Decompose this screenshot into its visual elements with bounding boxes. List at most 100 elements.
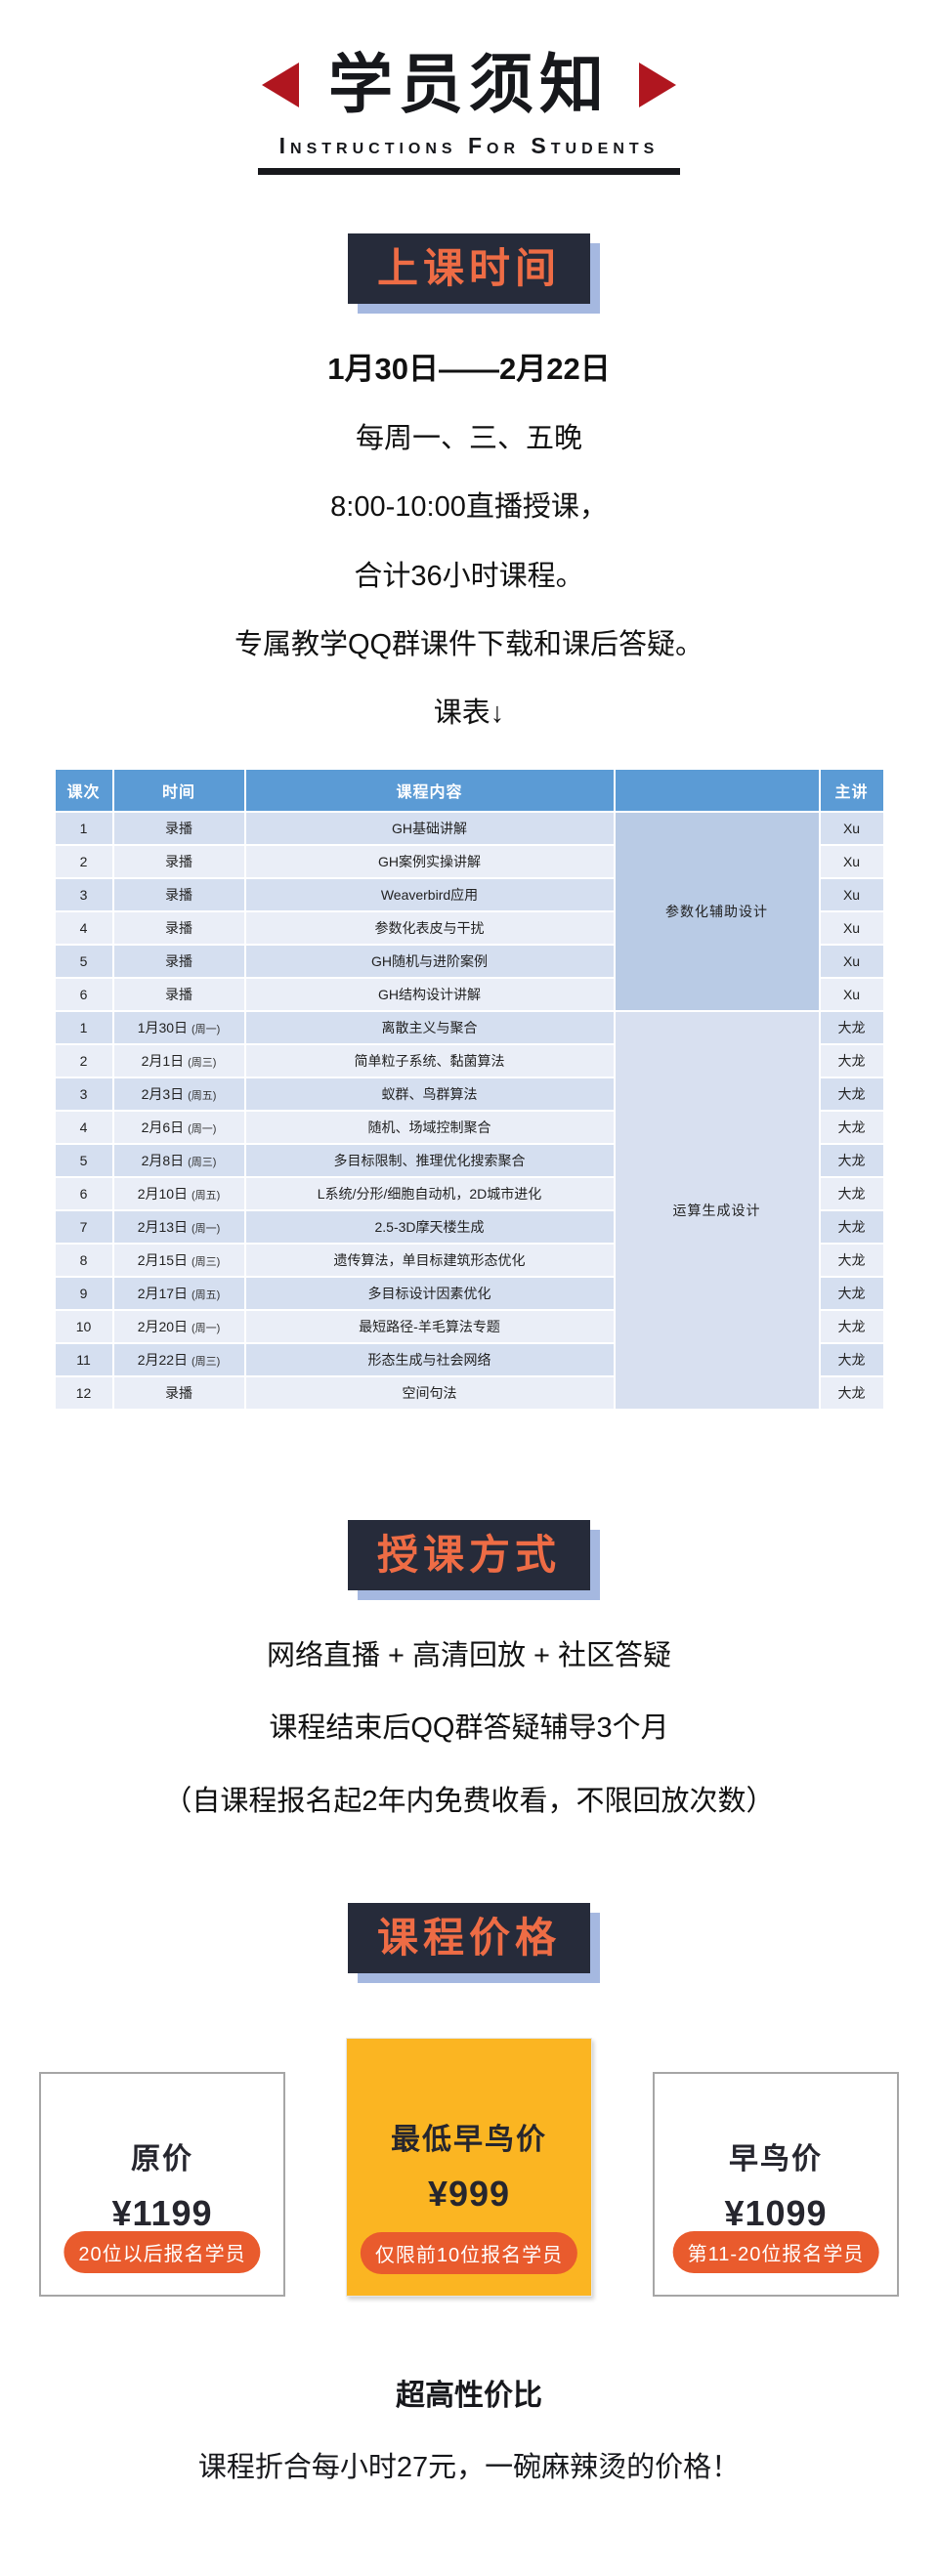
content-cell: 简单粒子系统、黏菌算法 (245, 1045, 614, 1077)
table-row: 1 录播 GH基础讲解 参数化辅助设计 Xu (55, 813, 883, 1011)
table-row: 2 2月1日 (周三) 简单粒子系统、黏菌算法 大龙 (55, 1045, 883, 1077)
price-card-lowest-early-bird: 最低早鸟价 ¥999 仅限前10位报名学员 (346, 2037, 592, 2297)
lesson-number-cell: 3 (55, 1078, 112, 1111)
teaching-method-badge: 授课方式 (347, 1520, 590, 1591)
table-row: 4 2月6日 (周一) 随机、场域控制聚合 大龙 (55, 1112, 883, 1144)
weekday-label: (周三) (191, 1356, 221, 1369)
weekday-label: (周三) (191, 1256, 221, 1269)
time-cell: 录播 (113, 879, 244, 911)
teacher-cell: 大龙 (820, 1078, 883, 1111)
price-card-title: 原价 (131, 2142, 193, 2175)
lesson-number-cell: 7 (55, 1211, 112, 1244)
lesson-number-cell: 10 (55, 1311, 112, 1343)
lesson-number-cell: 11 (55, 1344, 112, 1376)
content-cell: GH基础讲解 (245, 813, 614, 845)
column-header (615, 770, 819, 812)
table-row: 5 录播 GH随机与进阶案例 Xu (55, 946, 883, 978)
lesson-number-cell: 1 (55, 813, 112, 845)
time-cell: 2月22日 (周三) (113, 1344, 244, 1376)
header: 学员须知 Instructions For Students (0, 0, 938, 176)
price-card-pill: 第11-20位报名学员 (672, 2230, 879, 2273)
lesson-number-cell: 6 (55, 1178, 112, 1210)
column-header: 课程内容 (245, 770, 614, 812)
time-cell: 2月15日 (周三) (113, 1245, 244, 1277)
price-card-price: ¥999 (427, 2173, 511, 2214)
weekday-label: (周五) (191, 1190, 221, 1203)
time-cell: 2月10日 (周五) (113, 1178, 244, 1210)
time-cell: 录播 (113, 813, 244, 845)
group-label-cell: 参数化辅助设计 (615, 813, 819, 1011)
lesson-number-cell: 12 (55, 1377, 112, 1410)
time-cell: 2月8日 (周三) (113, 1145, 244, 1177)
teaching-section-header: 授课方式 (0, 1520, 938, 1591)
schedule-table-wrap: 课次 时间 课程内容 主讲 1 录播 GH基础讲解 参数化辅助设计 Xu 2 录播 GH案例实操讲解… (0, 768, 938, 1412)
teacher-cell: 大龙 (820, 1278, 883, 1310)
teacher-cell: 大龙 (820, 1145, 883, 1177)
content-cell: 参数化表皮与干扰 (245, 912, 614, 945)
content-cell: GH随机与进阶案例 (245, 946, 614, 978)
table-row: 7 2月13日 (周一) 2.5-3D摩天楼生成 大龙 (55, 1211, 883, 1244)
content-cell: 多目标设计因素优化 (245, 1278, 614, 1310)
time-cell: 录播 (113, 1377, 244, 1410)
teacher-cell: 大龙 (820, 1178, 883, 1210)
weekday-label: (周五) (191, 1289, 221, 1302)
table-row: 6 录播 GH结构设计讲解 Xu (55, 979, 883, 1011)
content-cell: 空间句法 (245, 1377, 614, 1410)
teacher-cell: Xu (820, 912, 883, 945)
time-cell: 1月30日 (周一) (113, 1012, 244, 1044)
content-cell: 随机、场域控制聚合 (245, 1112, 614, 1144)
weekday-label: (周五) (188, 1090, 217, 1103)
pricing-section-header: 课程价格 (0, 1902, 938, 1973)
schedule-table-head-row: 课次 时间 课程内容 主讲 (55, 770, 883, 812)
teacher-cell: 大龙 (820, 1112, 883, 1144)
teacher-cell: 大龙 (820, 1377, 883, 1410)
weekday-label: (周一) (191, 1223, 221, 1236)
price-card-price: ¥1099 (724, 2192, 828, 2233)
column-header: 课次 (55, 770, 112, 812)
class-time-badge: 上课时间 (347, 233, 590, 305)
teacher-cell: Xu (820, 946, 883, 978)
weekday-label: (周一) (191, 1024, 221, 1036)
lesson-number-cell: 2 (55, 1045, 112, 1077)
column-header: 主讲 (820, 770, 883, 812)
schedule-table-body: 1 录播 GH基础讲解 参数化辅助设计 Xu 2 录播 GH案例实操讲解 Xu 3 录播 Weaver… (55, 813, 883, 1410)
class-time-section-header: 上课时间 (0, 233, 938, 305)
lesson-number-cell: 8 (55, 1245, 112, 1277)
lesson-number-cell: 2 (55, 846, 112, 878)
content-cell: GH案例实操讲解 (245, 846, 614, 878)
class-time-copy: 1月30日——2月22日 每周一、三、五晚 8:00-10:00直播授课， 合计… (0, 349, 938, 733)
table-row: 10 2月20日 (周一) 最短路径-羊毛算法专题 大龙 (55, 1311, 883, 1343)
date-range-text: 1月30日——2月22日 (327, 352, 611, 387)
time-cell: 2月20日 (周一) (113, 1311, 244, 1343)
group-label-cell: 运算生成设计 (615, 1012, 819, 1410)
lesson-number-cell: 1 (55, 1012, 112, 1044)
content-cell: 遗传算法，单目标建筑形态优化 (245, 1245, 614, 1277)
time-cell: 2月1日 (周三) (113, 1045, 244, 1077)
time-cell: 录播 (113, 912, 244, 945)
delivery-modes-text: 网络直播 + 高清回放 + 社区答疑 (266, 1640, 672, 1672)
weekday-label: (周三) (188, 1157, 217, 1169)
teaching-copy: 网络直播 + 高清回放 + 社区答疑 课程结束后QQ群答疑辅导3个月 （自课程报… (0, 1637, 938, 1820)
table-row: 3 2月3日 (周五) 蚁群、鸟群算法 大龙 (55, 1078, 883, 1111)
price-cards: 原价 ¥1199 20位以后报名学员 最低早鸟价 ¥999 仅限前10位报名学员… (0, 2037, 938, 2297)
right-triangle-icon (639, 62, 676, 107)
content-cell: 多目标限制、推理优化搜索聚合 (245, 1145, 614, 1177)
table-row: 12 录播 空间句法 大龙 (55, 1377, 883, 1410)
content-cell: 2.5-3D摩天楼生成 (245, 1211, 614, 1244)
teacher-cell: 大龙 (820, 1012, 883, 1044)
teacher-cell: 大龙 (820, 1344, 883, 1376)
teacher-cell: 大龙 (820, 1311, 883, 1343)
schedule-table: 课次 时间 课程内容 主讲 1 录播 GH基础讲解 参数化辅助设计 Xu 2 录播 GH案例实操讲解… (53, 768, 885, 1412)
weekday-label: (周一) (191, 1323, 221, 1335)
teacher-cell: Xu (820, 846, 883, 878)
teacher-cell: Xu (820, 813, 883, 845)
weekday-text: 每周一、三、五晚 (355, 423, 582, 455)
weekday-label: (周三) (188, 1057, 217, 1070)
table-row: 8 2月15日 (周三) 遗传算法，单目标建筑形态优化 大龙 (55, 1245, 883, 1277)
table-row: 2 录播 GH案例实操讲解 Xu (55, 846, 883, 878)
qq-group-text: 专属教学QQ群课件下载和课后答疑。 (234, 628, 704, 660)
lesson-number-cell: 5 (55, 1145, 112, 1177)
price-card-early-bird: 早鸟价 ¥1099 第11-20位报名学员 (653, 2071, 899, 2297)
content-cell: GH结构设计讲解 (245, 979, 614, 1011)
